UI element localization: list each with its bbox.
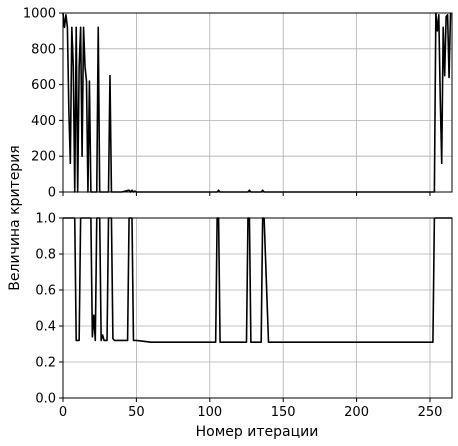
bottom-plot-frame bbox=[62, 217, 453, 399]
bottom-series-line bbox=[63, 217, 452, 344]
bottom-x-tick-label: 100 bbox=[197, 405, 222, 420]
bottom-y-tick-label: 1.0 bbox=[35, 212, 56, 227]
top-plot-frame bbox=[62, 12, 453, 193]
top-y-tick-label: 400 bbox=[31, 114, 56, 129]
top-y-tick-label: 1000 bbox=[23, 7, 56, 22]
panel-bottom: 0.0 0.2 0.4 0.6 0.8 1.0 0 50 100 150 200 250 bbox=[35, 212, 453, 420]
bottom-x-tick-label: 0 bbox=[59, 405, 67, 420]
panel-top: 0 200 400 600 800 1000 bbox=[23, 7, 453, 201]
bottom-y-tick-label: 0.4 bbox=[35, 320, 56, 335]
x-axis-label: Номер итерации bbox=[196, 424, 319, 440]
bottom-x-tick-label: 250 bbox=[418, 405, 443, 420]
bottom-y-tick-label: 0.8 bbox=[35, 248, 56, 263]
top-series-line bbox=[62, 12, 452, 193]
top-y-tick-label: 0 bbox=[48, 186, 56, 201]
y-axis-label: Величина критерия bbox=[7, 145, 23, 290]
top-y-tick-label: 600 bbox=[31, 78, 56, 93]
bottom-y-tick-label: 0.0 bbox=[35, 392, 56, 407]
bottom-y-tick-label: 0.6 bbox=[35, 284, 56, 299]
bottom-x-tick-label: 50 bbox=[128, 405, 145, 420]
bottom-x-tick-label: 150 bbox=[271, 405, 296, 420]
top-y-tick-label: 200 bbox=[31, 150, 56, 165]
bottom-x-tick-label: 200 bbox=[344, 405, 369, 420]
bottom-y-tick-label: 0.2 bbox=[35, 356, 56, 371]
top-y-tick-label: 800 bbox=[31, 42, 56, 57]
